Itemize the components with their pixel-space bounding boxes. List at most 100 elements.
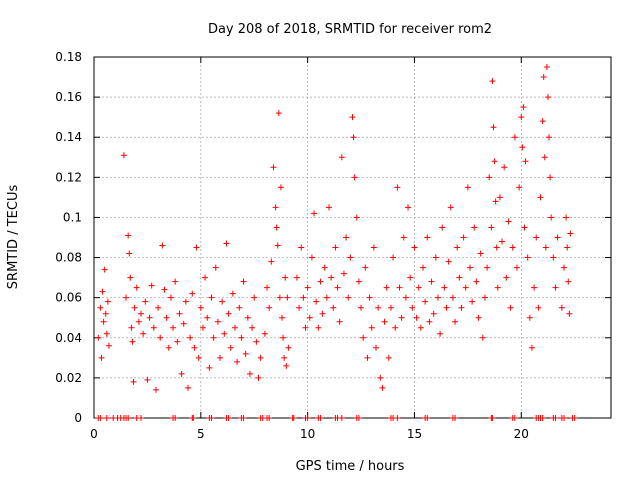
- data-point: [424, 235, 430, 241]
- data-point: [202, 275, 208, 281]
- data-point: [275, 243, 281, 249]
- data-point: [390, 255, 396, 261]
- data-point: [251, 295, 257, 301]
- data-point: [138, 415, 144, 421]
- data-point: [236, 305, 242, 311]
- data-point: [274, 224, 280, 230]
- y-tick-label: 0.12: [55, 170, 82, 184]
- data-point: [397, 285, 403, 291]
- data-point: [566, 311, 572, 317]
- data-point: [247, 371, 253, 377]
- data-point: [523, 158, 529, 164]
- data-point: [185, 385, 191, 391]
- data-point: [403, 295, 409, 301]
- data-point: [166, 345, 172, 351]
- data-point: [174, 339, 180, 345]
- data-point: [155, 305, 161, 311]
- data-point: [540, 118, 546, 124]
- data-point: [478, 251, 484, 257]
- data-point: [181, 321, 187, 327]
- data-point: [503, 275, 509, 281]
- data-point: [176, 311, 182, 317]
- data-point: [358, 305, 364, 311]
- data-point: [284, 295, 290, 301]
- data-point: [102, 267, 108, 273]
- data-point: [545, 94, 551, 100]
- data-point: [456, 275, 462, 281]
- data-point: [189, 291, 195, 297]
- data-point: [426, 319, 432, 325]
- data-point: [369, 325, 375, 331]
- data-point: [394, 184, 400, 190]
- data-point: [131, 379, 137, 385]
- data-point: [416, 285, 422, 291]
- data-point: [324, 295, 330, 301]
- data-point: [467, 265, 473, 271]
- data-point: [505, 218, 511, 224]
- data-point: [465, 184, 471, 190]
- data-point: [280, 335, 286, 341]
- data-point: [298, 245, 304, 251]
- data-point: [311, 210, 317, 216]
- y-tick-label: 0.04: [55, 331, 82, 345]
- data-point: [317, 279, 323, 285]
- data-point: [533, 235, 539, 241]
- y-tick-label: 0.16: [55, 90, 82, 104]
- x-tick-label: 20: [514, 427, 529, 441]
- data-point: [531, 285, 537, 291]
- data-point: [276, 110, 282, 116]
- data-point: [541, 74, 547, 80]
- data-point: [547, 174, 553, 180]
- data-point: [437, 331, 443, 337]
- y-tick-label: 0.18: [55, 50, 82, 64]
- data-point: [223, 241, 229, 247]
- data-point: [264, 285, 270, 291]
- y-tick-label: 0.14: [55, 130, 82, 144]
- data-point: [296, 305, 302, 311]
- data-point: [149, 283, 155, 289]
- data-point: [559, 305, 565, 311]
- data-point: [543, 245, 549, 251]
- data-point: [300, 295, 306, 301]
- data-point: [172, 279, 178, 285]
- scatter-chart: 00.020.040.060.080.10.120.140.160.180 5 10…: [0, 0, 640, 480]
- data-point: [226, 311, 232, 317]
- data-point: [373, 345, 379, 351]
- y-tick-label: 0: [74, 411, 82, 425]
- data-point: [204, 315, 210, 321]
- data-point: [527, 315, 533, 321]
- data-point: [147, 315, 153, 321]
- data-point: [401, 235, 407, 241]
- data-point: [493, 198, 499, 204]
- data-point: [326, 204, 332, 210]
- data-point: [100, 289, 106, 295]
- data-point: [104, 415, 110, 421]
- data-point: [473, 279, 479, 285]
- data-point: [512, 134, 518, 140]
- y-tick-label: 0.1: [63, 210, 82, 224]
- data-point: [518, 114, 524, 120]
- data-point: [129, 339, 135, 345]
- data-point: [429, 279, 435, 285]
- data-point: [217, 355, 223, 361]
- data-point: [469, 299, 475, 305]
- data-point: [339, 154, 345, 160]
- data-point: [546, 134, 552, 140]
- data-point: [544, 64, 550, 70]
- data-point: [104, 331, 110, 337]
- data-point: [491, 124, 497, 130]
- data-point: [492, 158, 498, 164]
- data-point: [95, 335, 101, 341]
- data-point: [164, 315, 170, 321]
- data-point: [377, 375, 383, 381]
- data-point: [127, 275, 133, 281]
- data-point: [565, 279, 571, 285]
- y-tick-label: 0.02: [55, 371, 82, 385]
- data-point: [384, 285, 390, 291]
- axis-ticks: 0 0.02 0.04 0.06 0.08 0.1 0.12 0.14 0.16 0.18 0 5 10…: [55, 50, 611, 441]
- data-point: [335, 285, 341, 291]
- data-point: [561, 265, 567, 271]
- data-point: [232, 325, 238, 331]
- data-point: [441, 285, 447, 291]
- data-point: [183, 299, 189, 305]
